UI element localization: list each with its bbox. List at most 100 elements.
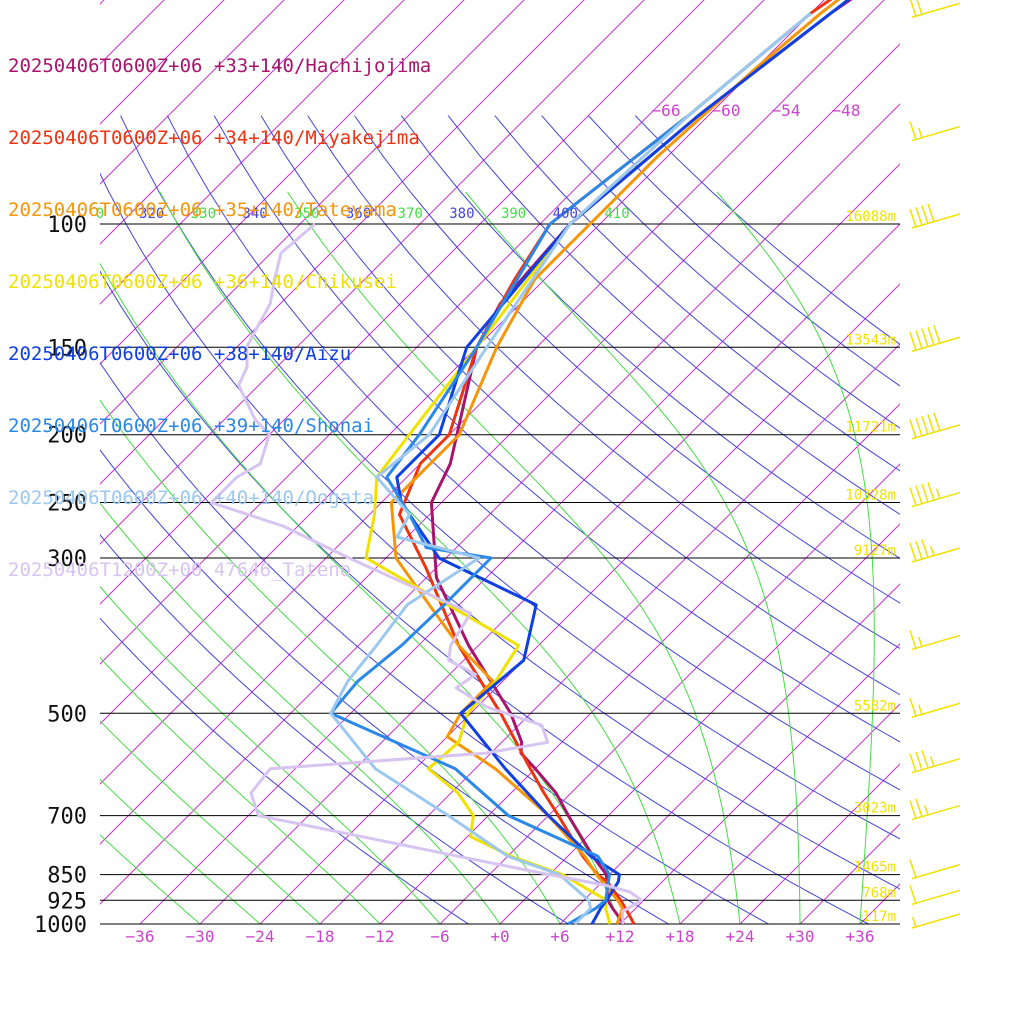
wind-barb — [909, 630, 961, 651]
height-label: 9127m — [854, 543, 896, 559]
wind-barbs — [909, 0, 961, 929]
temperature-tick-label: +12 — [606, 927, 635, 946]
wind-barb — [909, 798, 961, 821]
wind-barb-feather — [923, 805, 929, 816]
isotherm-line — [920, 0, 1024, 924]
wind-barb — [909, 0, 961, 18]
dry-adiabat-line — [100, 172, 900, 890]
dry-adiabat-line — [100, 449, 669, 925]
isotherm-line — [199, 223, 900, 925]
legend: 20250406T0600Z+06 +33+140/Hachijojima 20… — [8, 6, 431, 606]
pressure-label: 150 — [47, 336, 87, 361]
wind-barb-staff — [911, 634, 961, 651]
wind-barb-staff — [911, 491, 961, 508]
temperature-tick-label: +24 — [726, 927, 755, 946]
wind-barb-staff — [911, 213, 961, 229]
height-label: 3023m — [854, 801, 896, 817]
legend-entry: 20250406T1200Z+00 47646_Tateno — [8, 559, 352, 581]
wind-barb-feather — [929, 756, 935, 767]
isotherm-line — [499, 523, 900, 925]
isotherm-line — [559, 583, 900, 925]
moist-adiabat-line — [716, 191, 875, 925]
pressure-label: 1000 — [34, 913, 87, 938]
temperature-tick-label: +6 — [550, 927, 569, 946]
wind-barb-feather — [909, 800, 917, 819]
isotherm-line — [100, 0, 465, 365]
wind-barb-staff — [911, 547, 961, 563]
wind-barb-feather — [921, 483, 929, 503]
wind-barb — [909, 750, 961, 774]
moist-adiabat-line — [100, 585, 441, 925]
dry-adiabat-line — [354, 115, 900, 604]
theta-label: 330 — [191, 206, 216, 222]
wind-barb-feather — [933, 412, 941, 432]
grid-lines — [100, 0, 1024, 925]
isotherm-line — [100, 103, 900, 905]
wind-barb-staff — [911, 2, 961, 18]
wind-barb-feather — [909, 487, 917, 506]
temperature-tick-label: +36 — [846, 927, 875, 946]
sounding-line — [209, 222, 644, 925]
wind-barb — [909, 325, 961, 352]
isotherm-line — [100, 0, 825, 725]
wind-barb-feather — [915, 751, 923, 771]
wind-barb-feather — [909, 698, 917, 717]
wind-barb-staff — [911, 424, 961, 440]
wind-barb-feather — [927, 482, 935, 501]
sounding-line — [329, 12, 812, 925]
wind-barb-feather — [915, 485, 923, 505]
isotherm-line — [980, 0, 1024, 924]
sounding-line — [389, 0, 841, 925]
isotherm-line — [100, 0, 525, 425]
upper-temperature-label: −66 — [652, 101, 681, 120]
wind-barb — [911, 913, 961, 929]
wind-barb-feather — [935, 488, 941, 499]
wind-barb-feather — [909, 208, 917, 228]
wind-barb-feather — [909, 419, 917, 438]
temperature-tick-label: +30 — [786, 927, 815, 946]
dry-adiabat-line — [260, 115, 900, 696]
moist-adiabat-line — [465, 191, 801, 924]
dry-adiabat-line — [166, 115, 900, 791]
wind-barb-feather — [915, 330, 923, 349]
wind-barb-feather — [927, 414, 935, 433]
sounding-line — [395, 0, 851, 925]
upper-temperature-label: −60 — [712, 101, 741, 120]
moist-adiabat-line — [100, 720, 321, 925]
wind-barb — [909, 539, 961, 563]
theta-label: 350 — [294, 206, 319, 222]
theta-label: 400 — [553, 206, 578, 222]
wind-barb-feather — [915, 798, 923, 818]
temperature-tick-label: +0 — [490, 927, 509, 946]
wind-barb-feather — [921, 750, 929, 769]
isotherm-line — [139, 163, 900, 925]
theta-label: 340 — [242, 206, 267, 222]
sounding-line — [329, 12, 812, 925]
wind-barb-feather — [915, 207, 923, 226]
wind-barb-staff — [911, 889, 961, 906]
wind-barb-staff — [911, 863, 961, 880]
temperature-tick-label: +18 — [666, 927, 695, 946]
wind-barb-feather — [927, 203, 935, 223]
height-label: 10328m — [845, 488, 896, 504]
temperature-tick-label: −12 — [366, 927, 395, 946]
axis-labels: 100 16088m 150 13543m 200 11721m 250 10328m 300 9… — [34, 101, 896, 946]
isobar-lines — [100, 223, 900, 925]
dry-adiabat-line — [400, 115, 900, 559]
height-label: 117m — [862, 909, 896, 925]
wind-barb — [909, 885, 961, 906]
moist-adiabat-line — [100, 656, 381, 925]
height-label: 11721m — [845, 420, 896, 436]
wind-barb-staff — [911, 913, 961, 929]
wind-barb-feather — [909, 542, 917, 562]
wind-barb-feather — [909, 753, 917, 772]
wind-barb-feather — [933, 325, 941, 344]
height-label: 768m — [862, 885, 896, 901]
wind-barb-feather — [915, 417, 923, 437]
temperature-tick-label: −24 — [246, 927, 275, 946]
wind-barb-feather — [911, 916, 917, 928]
dry-adiabat-line — [447, 115, 900, 515]
pressure-label: 100 — [47, 213, 87, 238]
dry-adiabat-line — [634, 115, 900, 345]
